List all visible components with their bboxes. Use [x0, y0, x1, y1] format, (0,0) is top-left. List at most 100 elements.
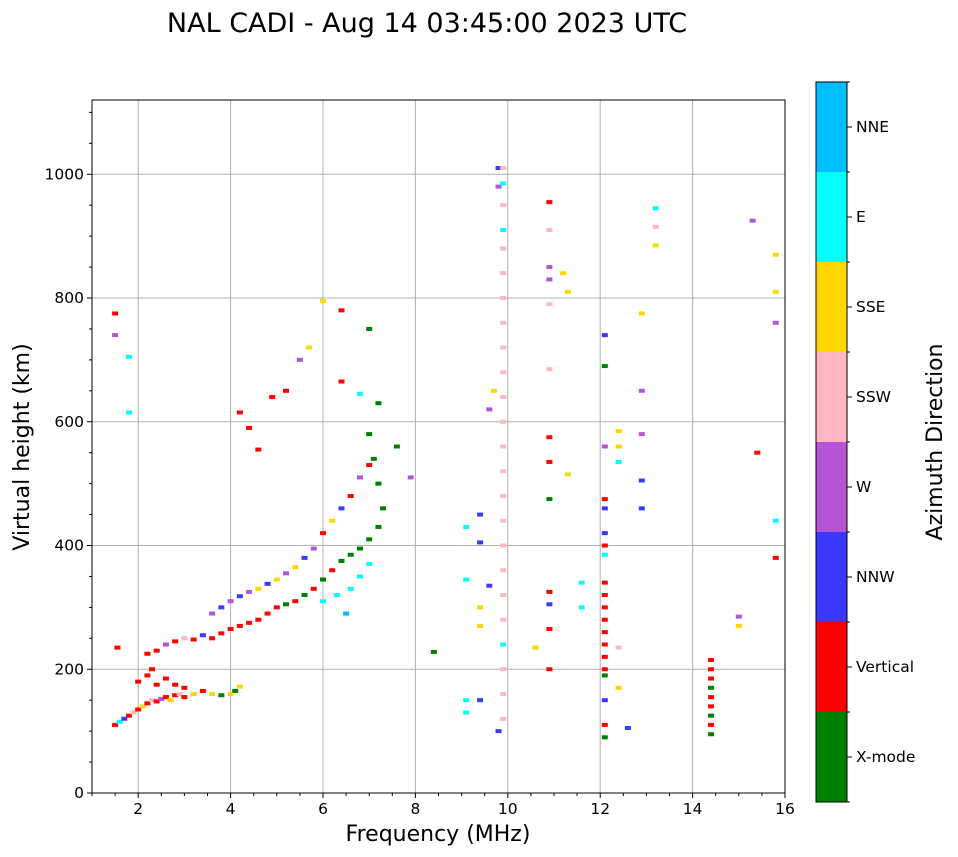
echo-mark	[356, 475, 363, 480]
echo-mark	[601, 497, 608, 502]
echo-mark	[125, 410, 132, 415]
echo-mark	[601, 617, 608, 622]
echo-mark	[430, 649, 437, 654]
colorbar-label: Azimuth Direction	[923, 343, 948, 540]
echo-mark	[218, 631, 225, 636]
echo-mark	[500, 181, 507, 186]
colorbar-tick-label: NNE	[856, 118, 889, 136]
echo-mark	[772, 555, 779, 560]
colorbar-tick-label: Vertical	[856, 658, 914, 676]
echo-mark	[615, 444, 622, 449]
echo-mark	[615, 685, 622, 690]
x-tick-label: 14	[683, 800, 703, 818]
echo-mark	[615, 459, 622, 464]
echo-mark	[708, 704, 715, 709]
x-tick-label: 2	[133, 800, 143, 818]
echo-mark	[199, 633, 206, 638]
echo-mark	[190, 692, 197, 696]
echo-mark	[601, 444, 608, 449]
echo-mark	[546, 497, 553, 502]
echo-mark	[158, 696, 165, 701]
echo-mark	[772, 320, 779, 325]
echo-mark	[652, 224, 659, 229]
echo-mark	[283, 388, 290, 393]
echo-mark	[255, 586, 262, 591]
echo-mark	[301, 555, 308, 560]
echo-mark	[190, 637, 197, 642]
echo-mark	[176, 692, 183, 696]
echo-mark	[477, 512, 484, 517]
colorbar-segment	[816, 622, 847, 712]
echo-mark	[246, 620, 253, 625]
echo-mark	[638, 432, 645, 437]
echo-mark	[181, 695, 188, 700]
echo-mark	[162, 695, 169, 700]
y-tick-label: 600	[54, 413, 84, 431]
echo-mark	[708, 676, 715, 681]
echo-mark	[477, 698, 484, 703]
echo-mark	[114, 645, 121, 650]
echo-mark	[490, 388, 497, 393]
echo-mark	[296, 357, 303, 362]
echo-mark	[652, 206, 659, 211]
chart-title: NAL CADI - Aug 14 03:45:00 2023 UTC	[167, 8, 687, 39]
echo-mark	[546, 277, 553, 282]
echo-mark	[772, 289, 779, 294]
echo-mark	[227, 692, 234, 696]
echo-mark	[463, 710, 470, 715]
echo-mark	[500, 494, 507, 498]
echo-mark	[500, 246, 507, 251]
echo-mark	[638, 506, 645, 511]
echo-mark	[477, 623, 484, 628]
echo-mark	[356, 391, 363, 396]
echo-mark	[130, 710, 137, 715]
echo-mark	[172, 682, 179, 687]
echo-mark	[546, 367, 553, 372]
echo-mark	[495, 166, 502, 171]
echo-mark	[375, 401, 382, 406]
echo-mark	[283, 571, 290, 576]
echo-mark	[144, 673, 151, 678]
echo-mark	[601, 654, 608, 659]
echo-mark	[500, 345, 507, 350]
echo-mark	[749, 218, 756, 223]
echo-mark	[735, 623, 742, 628]
echo-mark	[181, 636, 188, 641]
x-tick-label: 6	[318, 800, 328, 818]
echo-mark	[227, 627, 234, 632]
echo-mark	[125, 354, 132, 359]
echo-mark	[772, 518, 779, 523]
echo-mark	[366, 463, 373, 468]
echo-mark	[255, 617, 262, 622]
colorbar-segment	[816, 352, 847, 442]
colorbar-frame	[815, 81, 848, 803]
echo-mark	[638, 311, 645, 316]
echo-mark	[601, 364, 608, 369]
echo-mark	[149, 698, 156, 703]
data-marks	[112, 166, 779, 740]
y-tick-label: 400	[54, 537, 84, 555]
echo-mark	[393, 444, 400, 449]
echo-mark	[112, 722, 119, 727]
echo-mark	[772, 252, 779, 257]
echo-mark	[162, 642, 169, 647]
echo-mark	[500, 444, 507, 449]
colorbar-segment	[816, 262, 847, 352]
echo-mark	[601, 552, 608, 557]
echo-mark	[546, 265, 553, 270]
colorbar-tick-label: E	[856, 208, 866, 226]
echo-mark	[255, 447, 262, 452]
echo-mark	[125, 713, 132, 718]
echo-mark	[477, 605, 484, 610]
echo-mark	[477, 540, 484, 545]
plot-frame	[91, 99, 786, 794]
echo-mark	[246, 589, 253, 594]
echo-mark	[615, 645, 622, 650]
echo-mark	[601, 667, 608, 672]
colorbar-tick-label: SSE	[856, 298, 885, 316]
x-tick-label: 12	[590, 800, 610, 818]
x-tick-label: 4	[226, 800, 236, 818]
echo-mark	[320, 599, 326, 604]
echo-mark	[236, 410, 243, 415]
echo-mark	[236, 623, 243, 628]
